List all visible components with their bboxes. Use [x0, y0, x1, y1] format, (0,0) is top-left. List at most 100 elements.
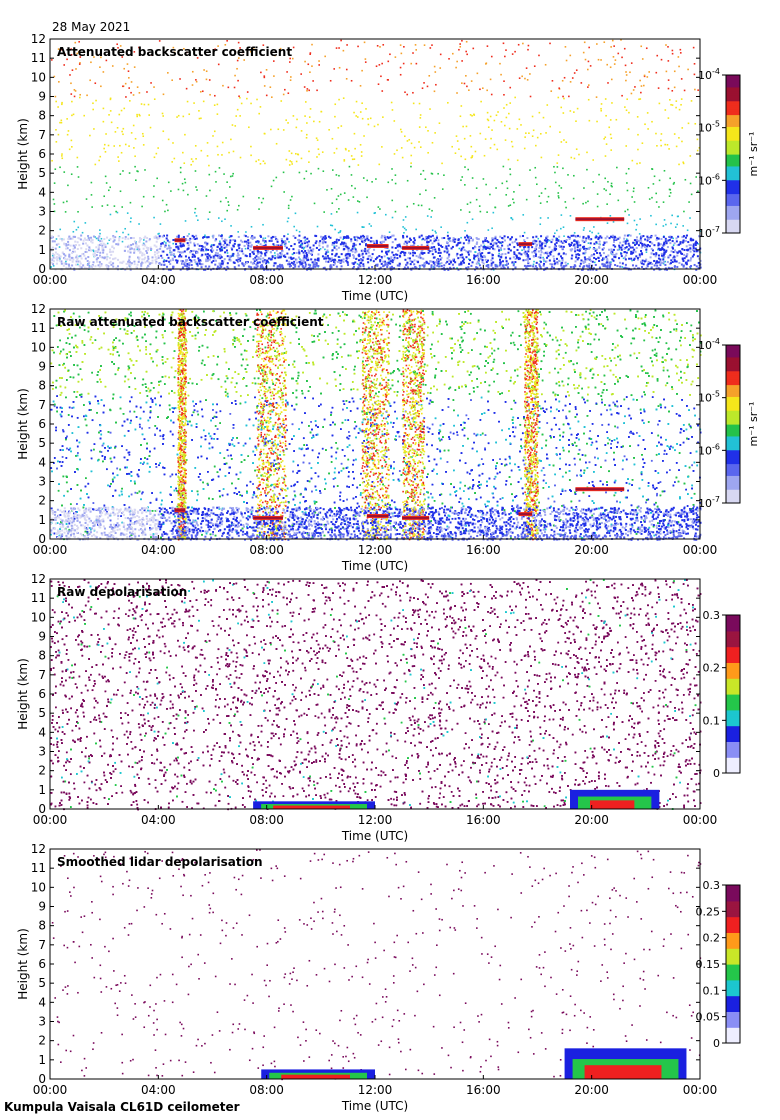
noise-pixel	[491, 227, 493, 230]
bl-pixel	[558, 252, 561, 255]
noise-pixel	[456, 92, 458, 94]
bl-pixel	[375, 241, 378, 244]
noise-pixel	[642, 84, 645, 87]
bl-pixel	[657, 257, 660, 260]
noise-pixel	[78, 255, 81, 258]
bl-pixel	[351, 250, 354, 253]
noise-pixel	[99, 155, 102, 158]
bl-pixel	[52, 256, 55, 259]
bl-pixel	[609, 263, 612, 266]
bl-pixel	[157, 255, 160, 258]
noise-pixel	[551, 80, 554, 82]
noise-pixel	[402, 62, 405, 65]
noise-pixel	[509, 86, 512, 89]
noise-pixel	[377, 123, 379, 126]
noise-pixel	[54, 95, 57, 98]
bl-pixel	[276, 240, 279, 243]
bl-pixel	[315, 246, 318, 249]
bl-pixel	[284, 242, 287, 245]
bl-pixel	[503, 239, 506, 242]
bl-pixel	[468, 239, 471, 242]
bl-pixel	[660, 248, 663, 251]
bl-pixel	[307, 243, 310, 246]
bl-pixel	[347, 256, 350, 259]
bl-pixel	[367, 239, 370, 242]
noise-pixel	[104, 151, 107, 153]
noise-pixel	[217, 153, 219, 156]
bl-pixel	[175, 245, 178, 248]
bl-pixel	[594, 263, 597, 266]
bl-pixel	[669, 254, 672, 257]
bl-pixel	[62, 238, 65, 241]
noise-pixel	[608, 126, 611, 129]
bl-pixel	[440, 256, 443, 259]
bl-pixel	[209, 268, 212, 271]
bl-pixel	[379, 266, 382, 269]
noise-pixel	[459, 115, 462, 118]
bl-pixel	[619, 265, 622, 268]
bl-pixel	[468, 262, 471, 265]
bl-pixel	[482, 240, 485, 243]
bl-pixel	[554, 262, 557, 265]
noise-pixel	[589, 246, 591, 249]
bl-pixel	[395, 253, 398, 256]
noise-pixel	[490, 137, 492, 140]
noise-pixel	[495, 114, 498, 117]
bl-pixel	[632, 241, 635, 244]
bl-pixel	[167, 268, 170, 271]
noise-pixel	[640, 91, 642, 94]
noise-pixel	[564, 201, 567, 203]
bl-pixel	[582, 240, 585, 243]
noise-pixel	[76, 263, 79, 266]
noise-pixel	[610, 46, 612, 48]
noise-pixel	[507, 205, 510, 207]
bl-pixel	[303, 254, 306, 257]
bl-pixel	[305, 252, 308, 255]
noise-pixel	[208, 211, 211, 213]
bl-pixel	[516, 248, 519, 251]
noise-pixel	[688, 201, 690, 203]
bl-pixel	[78, 264, 81, 267]
bl-pixel	[645, 258, 648, 261]
bl-pixel	[427, 236, 430, 239]
bl-pixel	[185, 238, 188, 241]
noise-pixel	[233, 86, 236, 89]
noise-pixel	[487, 229, 490, 231]
noise-pixel	[299, 258, 301, 260]
noise-pixel	[201, 90, 204, 93]
noise-pixel	[188, 233, 190, 235]
colorbar-step	[726, 154, 740, 157]
noise-pixel	[430, 216, 432, 218]
bl-pixel	[107, 265, 110, 268]
noise-pixel	[605, 114, 607, 117]
noise-pixel	[680, 78, 683, 80]
bl-pixel	[569, 266, 572, 269]
noise-pixel	[465, 40, 468, 43]
y-tick-label: 9	[38, 90, 46, 104]
noise-pixel	[347, 199, 350, 201]
noise-pixel	[573, 232, 576, 234]
noise-pixel	[337, 127, 340, 129]
bl-pixel	[155, 236, 158, 239]
noise-pixel	[640, 45, 643, 48]
bl-pixel	[398, 243, 401, 246]
noise-pixel	[516, 159, 519, 162]
bl-pixel	[239, 259, 242, 262]
colorbar-step	[726, 80, 740, 84]
bl-pixel	[446, 260, 449, 263]
bl-pixel	[307, 240, 310, 243]
bl-pixel	[116, 265, 119, 268]
colorbar-step	[726, 148, 740, 151]
noise-pixel	[441, 188, 444, 190]
bl-pixel	[560, 264, 563, 267]
bl-pixel	[296, 261, 299, 264]
bl-pixel	[527, 245, 530, 248]
noise-pixel	[128, 77, 130, 79]
noise-pixel	[644, 123, 646, 126]
bl-pixel	[686, 248, 689, 251]
bl-pixel	[292, 235, 295, 238]
colorbar-step	[726, 195, 740, 199]
noise-pixel	[421, 87, 424, 90]
noise-pixel	[433, 90, 436, 93]
bl-pixel	[507, 251, 510, 254]
